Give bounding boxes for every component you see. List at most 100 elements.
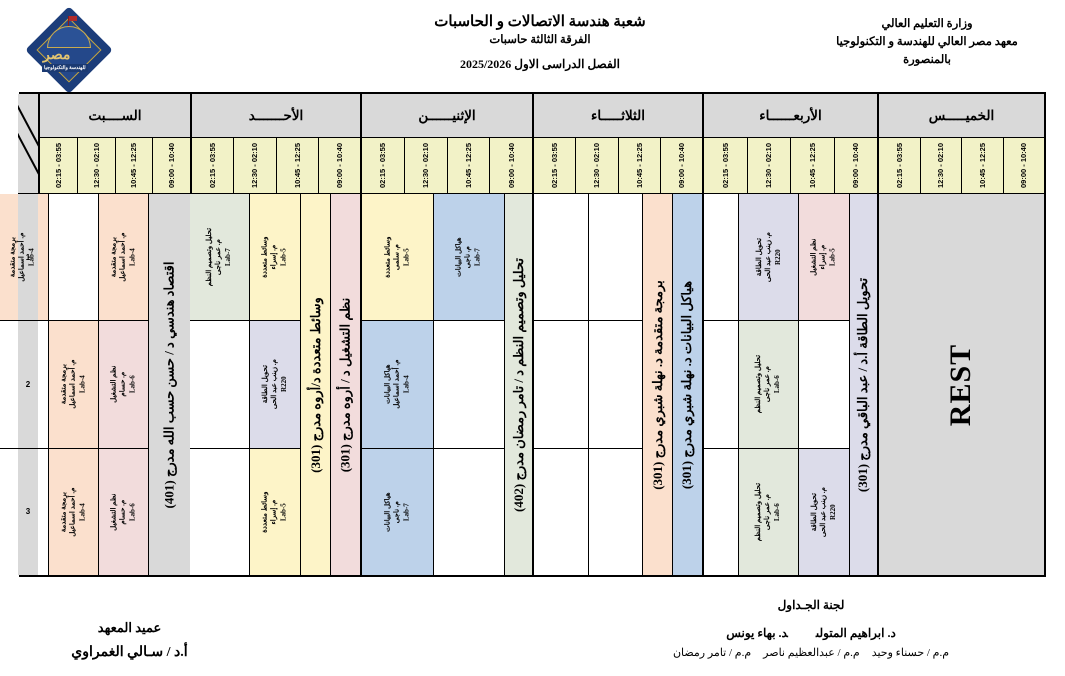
logo-word: مصر [43, 48, 71, 63]
session-cell-wednesday-2-2 [704, 448, 739, 575]
group-number-2: 2 [18, 321, 38, 449]
session-subject: هياكل البيانات [383, 492, 392, 532]
department-title: شعبة هندسة الاتصالات و الحاسبات [434, 14, 646, 30]
session-cell-wednesday-0-2: تحويل الطاقة م. زينب عبد الحى R220 [798, 448, 849, 575]
session-staff: م. إسراء [270, 499, 279, 525]
session-staff: م. زينب عبد الحى [819, 486, 828, 537]
lecture-cell-wednesday-0: تحويل الطاقة أ.د / عبد الباقي مدرج (301) [849, 194, 877, 575]
time-slot-wednesday-1: 10:45 - 12:25 [790, 138, 834, 193]
session-staff: م. إسراء [270, 244, 279, 270]
session-cell-sunday-1-1 [190, 321, 249, 449]
session-staff: م. ناجى [464, 246, 473, 269]
session-subject: تحويل الطاقة [809, 492, 818, 531]
day-header-monday: الإثنيــــــن [362, 94, 532, 138]
session-text: تحليل وتصميم النظم م. عمر ناجى Lab-6 [755, 483, 783, 542]
session-cell-sunday-1-0: تحليل وتصميم النظم م. عمر ناجى Lab-7 [190, 194, 249, 322]
session-cell-sunday-0-1: تحويل الطاقة م. زينب عبد الحى R220 [249, 321, 300, 449]
lecture-cell-saturday-0: اقتصاد هندسي د / حسن حسب الله مدرج (401) [148, 194, 190, 575]
day-header-thursday: الخميـــــس [879, 94, 1044, 138]
time-slot-monday-0: 09:00 - 10:40 [489, 138, 532, 193]
committee-block: لجنة الجـداول د. ابراهيم المتولى د. بهاء … [576, 598, 1046, 659]
day-column-tuesday: الثلاثـــــاء 09:00 - 10:40 10:45 - 12:25 1… [532, 94, 702, 575]
day-header-saturday: الســــبت [40, 94, 190, 138]
time-slot-monday-2: 12:30 - 02:10 [403, 138, 447, 193]
committee-member: م.م / تامر رمضان [672, 647, 752, 659]
session-room: Lab-4 [27, 248, 36, 267]
day-header-wednesday: الأربعــــــاء [704, 94, 877, 138]
session-cell-tuesday-1-1 [534, 321, 588, 449]
committee-member: م.م / حسناء وحيد [871, 647, 950, 659]
day-body-thursday: REST [879, 194, 1044, 575]
lab-column-monday-1: وسائط متعددة م. سلمى Lab-5 هياكل البيانات م.… [362, 194, 433, 575]
session-staff: م. ناجى [392, 500, 401, 523]
time-slot-wednesday-0: 09:00 - 10:40 [833, 138, 877, 193]
session-room: Lab-6 [773, 375, 782, 394]
session-cell-monday-1-2: هياكل البيانات م. ناجى Lab-7 [362, 448, 433, 575]
time-slot-thursday-2: 12:30 - 02:10 [919, 138, 961, 193]
session-room: Lab-6 [128, 375, 137, 394]
committee-member: د. بهاء يونس [726, 626, 788, 640]
page-title: شعبة هندسة الاتصالات و الحاسبات الفرقة ا… [330, 12, 750, 72]
session-room: Lab-5 [828, 248, 837, 267]
rest-cell: REST [879, 194, 1044, 575]
city-line: بالمنصورة [903, 53, 951, 66]
session-room: R220 [828, 504, 837, 520]
session-text: تحويل الطاقة م. زينب عبد الحى R220 [261, 359, 289, 409]
session-cell-tuesday-1-2 [534, 448, 588, 575]
time-slot-monday-1: 10:45 - 12:25 [446, 138, 490, 193]
session-cell-wednesday-1-0: تحويل الطاقة م. زينب عبد الحى R220 [739, 194, 798, 322]
time-slot-row-tuesday: 09:00 - 10:40 10:45 - 12:25 12:30 - 02:10 0… [534, 138, 702, 194]
committee-title: لجنة الجـداول [777, 598, 845, 612]
session-cell-wednesday-2-0 [704, 194, 739, 322]
dean-role: عميد المعهد [97, 620, 162, 635]
lecture-cell-monday-0: تحليل وتصميم النظم د / تامر رمضان مدرج (… [504, 194, 532, 575]
lab-column-tuesday-0 [587, 194, 642, 575]
day-column-monday: الإثنيــــــن 09:00 - 10:40 10:45 - 12:25 1… [360, 94, 532, 575]
ministry-line: وزارة التعليم العالي [881, 18, 973, 30]
time-slot-row-wednesday: 09:00 - 10:40 10:45 - 12:25 12:30 - 02:10 0… [704, 138, 877, 194]
session-cell-saturday-1-0 [48, 194, 98, 322]
day-column-sunday: الأحـــــــد 09:00 - 10:40 10:45 - 12:25 12… [190, 94, 360, 575]
session-subject: وسائط متعددة [383, 236, 392, 278]
session-room: Lab-5 [279, 502, 288, 521]
logo-flag-icon [68, 16, 77, 28]
session-room: Lab-7 [224, 248, 233, 267]
session-room: Lab-6 [128, 502, 137, 521]
session-room: Lab-6 [773, 502, 782, 521]
timetable-grid: الخميـــــس 09:00 - 10:40 10:45 - 12:25 12:… [0, 92, 1046, 577]
lecture-label: اقتصاد هندسي د / حسن حسب الله مدرج (401) [161, 261, 177, 508]
corner-diagonal-cell [18, 94, 38, 194]
day-column-thursday: الخميـــــس 09:00 - 10:40 10:45 - 12:25 12:… [877, 94, 1044, 575]
session-staff: م. إسراء [819, 244, 828, 270]
session-subject: تحويل الطاقة [754, 238, 763, 277]
session-cell-monday-0-2 [433, 448, 504, 575]
time-slot-row-sunday: 09:00 - 10:40 10:45 - 12:25 12:30 - 02:10 0… [192, 138, 360, 194]
session-text: تحويل الطاقة م. زينب عبد الحى R220 [755, 232, 783, 282]
time-slot-monday-3: 02:15 - 03:55 [362, 138, 404, 193]
logo-subtitle: للهندسة والتكنولوجيا [42, 64, 88, 72]
session-cell-saturday-0-0: برمجة متقدمة م. أحمد اسماعيل Lab-4 [98, 194, 148, 322]
session-cell-wednesday-1-2: تحليل وتصميم النظم م. عمر ناجى Lab-6 [739, 448, 798, 575]
session-room: Lab-4 [77, 502, 86, 521]
time-slot-saturday-1: 10:45 - 12:25 [114, 138, 153, 193]
session-cell-wednesday-2-1 [704, 321, 739, 449]
time-slot-tuesday-1: 10:45 - 12:25 [617, 138, 660, 193]
dean-block: عميد المعهد أ.د / سـالي الغمراوي [22, 620, 237, 661]
time-slot-tuesday-0: 09:00 - 10:40 [659, 138, 702, 193]
dean-name: أ.د / سـالي الغمراوي [71, 645, 188, 660]
time-slot-sunday-0: 09:00 - 10:40 [317, 138, 360, 193]
session-text: نظم التشغيل م. إسراء Lab-5 [810, 238, 838, 275]
session-cell-wednesday-1-1: تحليل وتصميم النظم م. عمر ناجى Lab-6 [739, 321, 798, 449]
session-text: هياكل البيانات م. ناجى Lab-7 [383, 492, 411, 531]
session-room: Lab-5 [279, 248, 288, 267]
lab-column-wednesday-0: نظم التشغيل م. إسراء Lab-5 تحويل الطاقة م. ز… [797, 194, 849, 575]
session-cell-monday-1-0: وسائط متعددة م. سلمى Lab-5 [362, 194, 433, 322]
lab-column-wednesday-1: تحويل الطاقة م. زينب عبد الحى R220 تحليل وت… [738, 194, 798, 575]
session-text: برمجة متقدمة م. أحمد اسماعيل Lab-4 [9, 233, 37, 282]
day-column-saturday: الســــبت 09:00 - 10:40 10:45 - 12:25 12:30… [0, 94, 190, 575]
session-cell-saturday-0-1: نظم التشغيل م. حسام Lab-6 [98, 321, 148, 449]
session-staff: م. أحمد اسماعيل [392, 359, 401, 410]
session-cell-tuesday-0-0 [588, 194, 642, 322]
session-staff: م. سلمى [392, 244, 401, 271]
